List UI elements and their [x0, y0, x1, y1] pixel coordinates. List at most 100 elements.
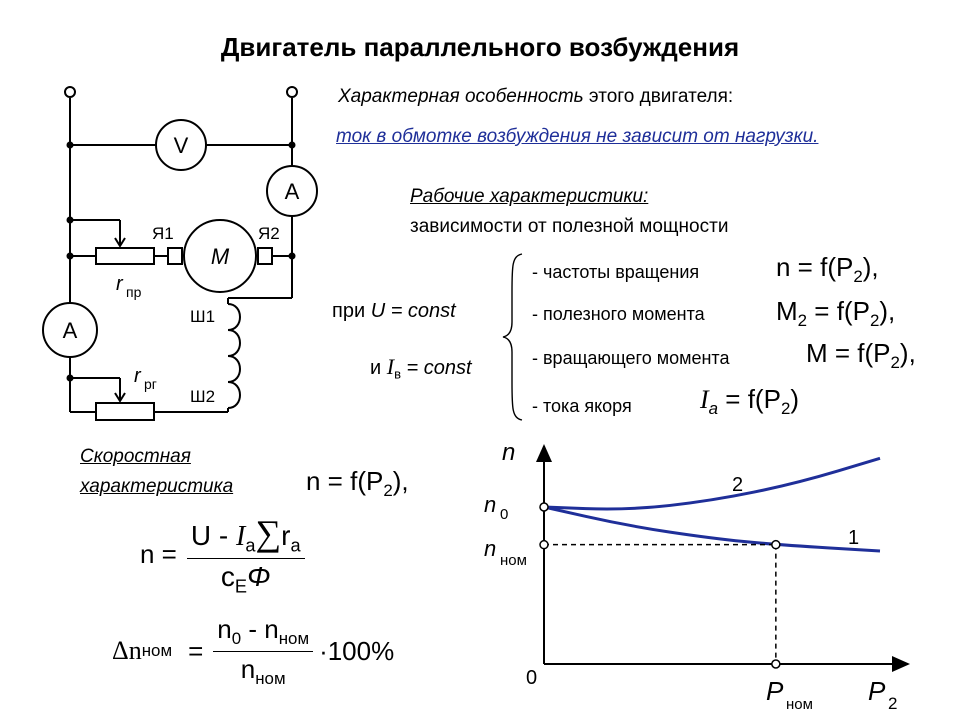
sh2-label: Ш2 — [190, 387, 215, 406]
resistor-rpr-icon — [95, 247, 155, 265]
den-phi: Φ — [247, 561, 271, 593]
speed-formula-numerator: U - Ia∑ra — [186, 512, 305, 560]
cond-i-prefix: и — [370, 357, 387, 379]
ammeter-left-icon — [42, 302, 98, 358]
n0-sub: 0 — [500, 506, 508, 523]
pnom-point — [771, 659, 781, 669]
dn-num-bsub: ном — [278, 628, 310, 648]
field-coil — [227, 303, 241, 409]
series-label-2: 2 — [732, 474, 743, 496]
circuit-diagram: V A A M Я1 Я2 Ш1 Ш2 r пр r рг — [42, 86, 318, 421]
formula-ac-b: = f(P — [718, 384, 781, 414]
speed-formula-fraction: U - Ia∑ra cEΦ — [186, 512, 305, 598]
origin-label: 0 — [526, 667, 537, 689]
cond-u-rest: = const — [385, 300, 456, 322]
den-c: c — [220, 561, 235, 593]
speed-eq-main: n = f(P — [306, 466, 384, 496]
pnom-label: P — [766, 676, 784, 706]
formula-ac-asub: a — [708, 398, 719, 418]
condition-u: при U = const — [332, 300, 456, 323]
feature-rest: этого двигателя: — [583, 86, 734, 107]
sum-icon: ∑ — [255, 513, 282, 553]
motor-label: M — [211, 244, 230, 269]
rrg-label: r — [134, 365, 142, 387]
rheostat-arrow-icon — [114, 388, 126, 403]
junction-dot — [288, 141, 296, 149]
nnom-point — [539, 539, 549, 550]
series-label-1: 1 — [848, 527, 859, 549]
series-line-1 — [543, 505, 881, 553]
terminal-right-icon — [286, 86, 298, 98]
dn-tail: ·100% — [319, 635, 395, 666]
cond-i-rest: = const — [400, 357, 472, 379]
ya1-label: Я1 — [152, 224, 174, 243]
dn-lhs-sub: ном — [141, 641, 173, 661]
formula-ac-tail: ) — [790, 384, 800, 414]
num-rsub: a — [290, 535, 301, 556]
condition-i: и Iв = const — [370, 354, 472, 382]
x-axis-label: P — [868, 676, 886, 706]
num-isub: a — [245, 535, 256, 556]
list-item-useful-torque: - полезного момента — [532, 304, 705, 324]
rpr-label: r — [116, 273, 124, 295]
rheostat-arrow-icon — [114, 232, 126, 248]
page-title: Двигатель параллельного возбуждения — [220, 32, 740, 62]
list-item-rotating-torque: - вращающего момента — [532, 348, 730, 368]
brush-ya2-icon — [257, 247, 273, 265]
y-axis-label: n — [502, 439, 515, 466]
dn-eq: = — [188, 635, 204, 666]
speed-label-1: Скоростная — [80, 446, 191, 467]
dn-den-sub: ном — [255, 668, 286, 688]
formula-ac-sub: 2 — [780, 398, 791, 418]
voltmeter-icon — [155, 119, 207, 171]
x-axis-sub: 2 — [888, 694, 897, 713]
operating-point — [771, 539, 781, 550]
formula-speed-main: n = f(P — [776, 252, 854, 282]
formula-ac-a: I — [700, 385, 709, 414]
speed-chart: 1 2 n 0 n 0 n ном P ном P 2 — [484, 439, 910, 713]
cond-u-var: U — [370, 300, 386, 322]
ammeter-left-label: A — [63, 318, 78, 343]
formula-ut-tail: ), — [879, 296, 896, 326]
junction-dot — [66, 141, 74, 149]
ya2-label: Я2 — [258, 224, 280, 243]
junction-dot — [66, 216, 74, 224]
list-item-speed: - частоты вращения — [532, 262, 700, 282]
resistor-rrg-icon — [95, 402, 155, 421]
list-item-armature-current: - тока якоря — [532, 396, 632, 416]
speed-label-2: характеристика — [80, 476, 234, 497]
den-csub: E — [234, 576, 248, 597]
nnom-label: n — [484, 536, 496, 561]
formula-speed-sub: 2 — [853, 266, 863, 286]
dn-denominator: nном — [237, 652, 290, 689]
dn-num-a: n — [217, 614, 232, 644]
cond-i-var: I — [386, 354, 395, 379]
working-heading: Рабочие характеристики: — [410, 186, 649, 207]
sh1-label: Ш1 — [190, 307, 215, 326]
feature-line-2: ток в обмотке возбуждения не зависит от … — [336, 126, 819, 147]
speed-eq-sub: 2 — [383, 480, 393, 500]
formula-ut-asub: 2 — [797, 310, 808, 330]
series-line-2 — [543, 456, 881, 511]
delta-n-formula: Δn ном = n0 - nном nном ·100% — [112, 614, 394, 689]
formula-rt-sub: 2 — [890, 352, 900, 372]
formula-rt-main: M = f(P — [806, 338, 891, 368]
voltmeter-label: V — [174, 133, 189, 158]
nnom-sub: ном — [500, 552, 527, 569]
dn-den: n — [240, 653, 256, 684]
dn-num-asub: 0 — [231, 628, 242, 648]
cond-u-prefix: при — [332, 300, 371, 322]
formula-ut-b: = f(P — [807, 296, 870, 326]
cond-i-sub: в — [394, 366, 401, 382]
dn-lhs: Δn — [112, 636, 142, 666]
n0-label: n — [484, 492, 496, 517]
speed-equation: n = f(P2), — [306, 466, 409, 501]
terminal-left-icon — [64, 86, 76, 98]
formula-speed: n = f(P2), — [776, 252, 879, 287]
formula-ut-sub: 2 — [869, 310, 880, 330]
pnom-sub: ном — [786, 696, 813, 713]
formula-armature-current: Ia = f(P2) — [700, 384, 799, 419]
rpr-sub: пр — [126, 284, 142, 300]
n0-point — [539, 502, 549, 512]
junction-dot — [66, 374, 74, 382]
